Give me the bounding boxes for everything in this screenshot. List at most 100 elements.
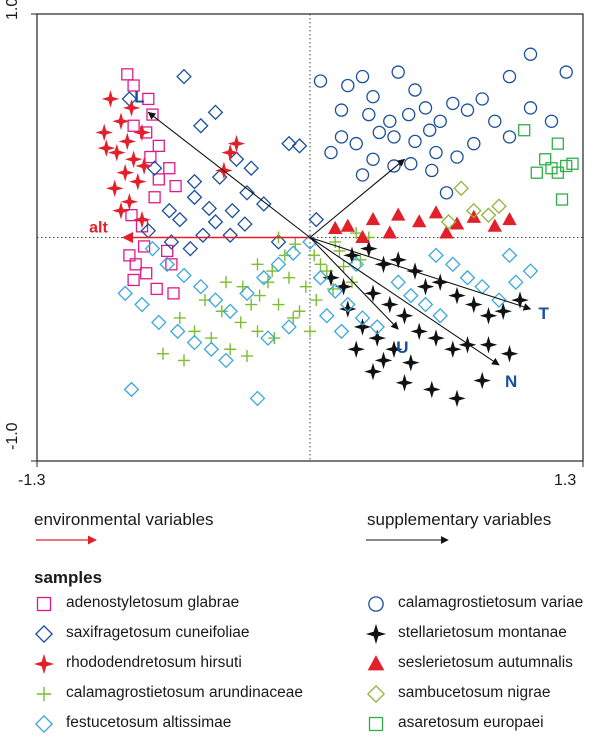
point: [150, 282, 163, 296]
point: [224, 202, 241, 219]
point: [502, 211, 517, 226]
point: [480, 207, 497, 223]
point: [324, 145, 338, 160]
point: [418, 101, 433, 115]
supp-vector-N: [309, 237, 500, 366]
point: [395, 306, 414, 325]
point: [123, 249, 136, 262]
series-sambucetosum-nigrae: [440, 180, 507, 230]
point: [253, 289, 266, 302]
legend-symbol: [366, 684, 386, 704]
point: [428, 247, 444, 264]
point: [227, 134, 246, 153]
point: [117, 285, 133, 302]
point: [334, 130, 349, 144]
point: [431, 273, 449, 291]
legend-symbol: [367, 655, 385, 671]
point: [299, 280, 312, 293]
legend-label: festucetosum altissimae: [66, 714, 232, 731]
legend-symbol: [33, 653, 55, 675]
legend-symbol: [36, 686, 52, 702]
point: [425, 163, 439, 178]
point: [364, 362, 382, 381]
point: [347, 340, 365, 359]
point: [144, 150, 157, 164]
point: [256, 269, 272, 286]
point: [459, 269, 476, 286]
point: [186, 189, 203, 206]
legend-marker: [368, 716, 384, 732]
point: [287, 311, 300, 325]
point: [245, 298, 258, 311]
point: [193, 117, 209, 134]
point: [348, 256, 364, 273]
point: [121, 91, 138, 107]
point: [523, 101, 538, 115]
point: [383, 114, 397, 128]
point: [539, 153, 552, 166]
point: [530, 166, 543, 179]
point: [439, 225, 454, 239]
point: [303, 325, 317, 338]
legend-label: calamagrostietosum variae: [398, 594, 584, 611]
point: [161, 202, 178, 219]
point: [151, 314, 167, 331]
point: [494, 302, 512, 321]
point: [101, 90, 120, 108]
point: [417, 296, 434, 313]
point: [281, 319, 297, 335]
legend-symbol: [365, 623, 387, 645]
point: [239, 285, 255, 302]
point: [218, 352, 234, 369]
point: [182, 240, 199, 257]
point: [129, 258, 142, 271]
point: [121, 68, 134, 81]
point: [345, 276, 359, 289]
point: [256, 196, 272, 212]
point: [108, 143, 126, 162]
point: [518, 124, 531, 137]
point: [403, 287, 419, 304]
point: [327, 283, 343, 299]
point: [266, 264, 279, 278]
point: [551, 137, 564, 150]
legend-marker: [368, 596, 384, 612]
point: [502, 69, 517, 84]
point: [112, 201, 130, 220]
point: [364, 284, 382, 303]
point: [313, 74, 328, 88]
point: [466, 202, 482, 219]
point: [270, 234, 287, 250]
legend-marker: [34, 624, 54, 644]
samples-legend-title: samples: [34, 568, 103, 587]
point: [545, 162, 558, 175]
y-tick-min: -1.0: [4, 422, 22, 450]
legend-label: calamagrostietosum arundinaceae: [66, 684, 303, 701]
point: [319, 307, 335, 324]
point: [314, 258, 327, 271]
point: [372, 125, 387, 140]
point: [163, 234, 180, 250]
point: [97, 139, 116, 157]
point: [508, 274, 524, 290]
point: [448, 286, 466, 305]
point: [433, 114, 447, 128]
point: [146, 160, 163, 177]
point: [159, 256, 175, 273]
point: [385, 340, 403, 359]
point: [366, 89, 380, 104]
point: [122, 99, 141, 117]
legend-label: asaretosum europaei: [398, 714, 544, 731]
point: [439, 186, 454, 200]
point: [511, 291, 529, 309]
point: [340, 296, 356, 313]
point: [140, 223, 157, 239]
point: [144, 240, 161, 257]
point: [402, 353, 420, 372]
point: [169, 323, 186, 340]
point: [302, 234, 318, 250]
point: [261, 276, 275, 289]
legend-symbol: [368, 716, 384, 732]
point: [408, 134, 422, 149]
legend-label: saxifragetosum cuneifoliae: [66, 624, 250, 641]
